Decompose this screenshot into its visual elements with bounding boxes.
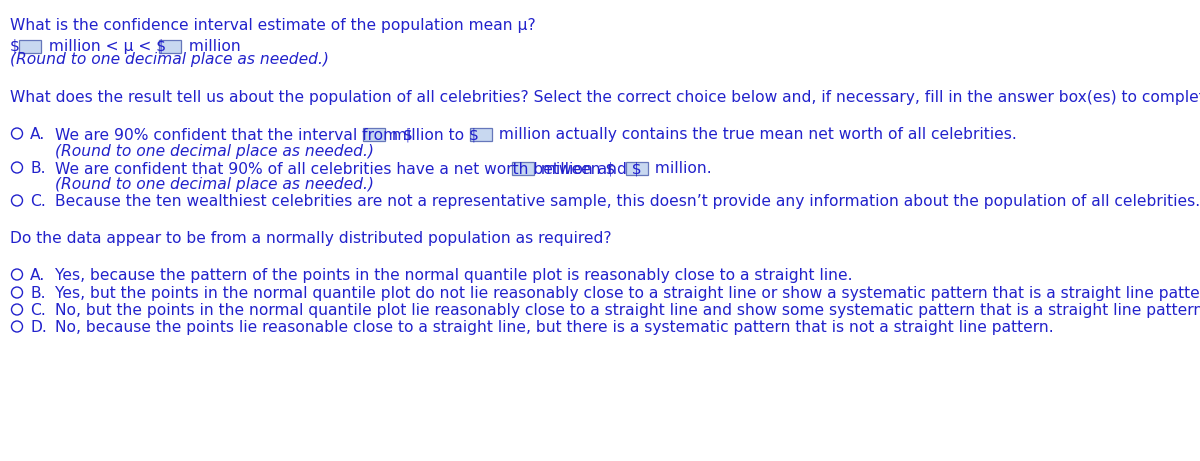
Text: Do the data appear to be from a normally distributed population as required?: Do the data appear to be from a normally… xyxy=(10,231,612,246)
Text: (Round to one decimal place as needed.): (Round to one decimal place as needed.) xyxy=(55,177,374,192)
FancyBboxPatch shape xyxy=(158,40,181,53)
Text: We are 90% confident that the interval from $: We are 90% confident that the interval f… xyxy=(55,127,413,142)
Text: (Round to one decimal place as needed.): (Round to one decimal place as needed.) xyxy=(10,52,329,67)
Text: Because the ten wealthiest celebrities are not a representative sample, this doe: Because the ten wealthiest celebrities a… xyxy=(55,194,1200,209)
Text: No, because the points lie reasonable close to a straight line, but there is a s: No, because the points lie reasonable cl… xyxy=(55,320,1054,335)
FancyBboxPatch shape xyxy=(470,128,492,141)
Text: What is the confidence interval estimate of the population mean μ?: What is the confidence interval estimate… xyxy=(10,18,535,33)
Text: million.: million. xyxy=(650,161,712,176)
FancyBboxPatch shape xyxy=(626,162,648,175)
Text: A.: A. xyxy=(30,268,46,283)
FancyBboxPatch shape xyxy=(364,128,385,141)
Text: million to $: million to $ xyxy=(386,127,479,142)
Text: C.: C. xyxy=(30,303,46,318)
Text: million actually contains the true mean net worth of all celebrities.: million actually contains the true mean … xyxy=(494,127,1016,142)
Text: What does the result tell us about the population of all celebrities? Select the: What does the result tell us about the p… xyxy=(10,90,1200,105)
Text: B.: B. xyxy=(30,161,46,176)
FancyBboxPatch shape xyxy=(512,162,534,175)
Text: (Round to one decimal place as needed.): (Round to one decimal place as needed.) xyxy=(55,144,374,159)
Text: Yes, but the points in the normal quantile plot do not lie reasonably close to a: Yes, but the points in the normal quanti… xyxy=(55,286,1200,301)
Text: $: $ xyxy=(10,39,20,54)
Text: million < μ < $: million < μ < $ xyxy=(44,39,166,54)
Text: A.: A. xyxy=(30,127,46,142)
Text: We are confident that 90% of all celebrities have a net worth between $: We are confident that 90% of all celebri… xyxy=(55,161,616,176)
Text: B.: B. xyxy=(30,286,46,301)
Text: million and $: million and $ xyxy=(536,161,642,176)
Text: D.: D. xyxy=(30,320,47,335)
Text: million: million xyxy=(184,39,241,54)
Text: No, but the points in the normal quantile plot lie reasonably close to a straigh: No, but the points in the normal quantil… xyxy=(55,303,1200,318)
Text: Yes, because the pattern of the points in the normal quantile plot is reasonably: Yes, because the pattern of the points i… xyxy=(55,268,852,283)
FancyBboxPatch shape xyxy=(19,40,41,53)
Text: C.: C. xyxy=(30,194,46,209)
